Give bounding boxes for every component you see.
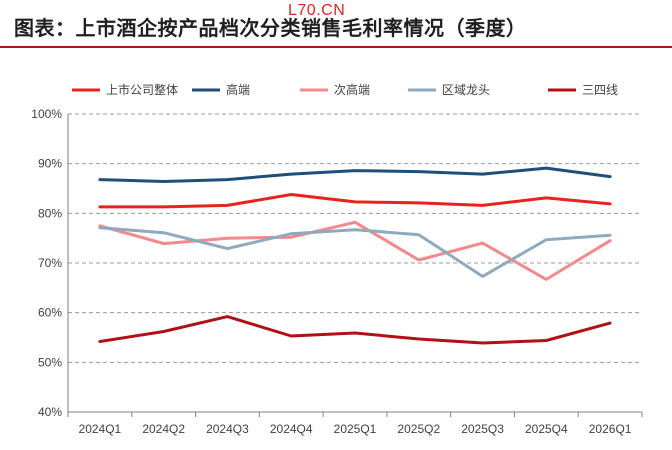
x-tick-label: 2025Q3 [461,422,504,436]
x-tick-label: 2025Q4 [525,422,568,436]
x-tick-label: 2024Q1 [79,422,122,436]
y-tick-label: 40% [38,405,62,419]
title-bar: 图表：上市酒企按产品档次分类销售毛利率情况（季度） L70.CN [0,0,672,48]
series-line [98,226,612,278]
chart-legend: 上市公司整体 高端 次高端 区域龙头 三四线 [72,82,618,97]
y-tick-label: 50% [38,355,62,369]
x-tick-label: 2024Q2 [142,422,185,436]
tick-labels: 40% 50% 60% 70% 80% 90% 100% 2024Q1 2024Q2 2024Q3… [31,107,631,436]
chart-title: 图表：上市酒企按产品档次分类销售毛利率情况（季度） [14,16,527,40]
y-tick-label: 90% [38,157,62,171]
series-line [98,166,612,183]
x-tick-label: 2024Q3 [206,422,249,436]
x-tick-label: 2025Q1 [334,422,377,436]
series-line [98,220,612,281]
y-tick-label: 80% [38,206,62,220]
x-tick-label: 2024Q4 [270,422,313,436]
axes [67,114,643,417]
series-line [98,193,612,209]
x-tick-label: 2026Q1 [589,422,632,436]
legend-label: 区域龙头 [442,83,490,97]
y-tick-label: 70% [38,256,62,270]
line-chart: 上市公司整体 高端 次高端 区域龙头 三四线 40% 50% 60% 70% 80% 90% 100… [31,82,643,436]
legend-label: 次高端 [334,82,370,97]
title-divider [0,46,672,48]
legend-label: 高端 [226,82,250,97]
series-lines [98,166,612,345]
series-line [98,315,612,345]
legend-label: 三四线 [582,83,618,97]
legend-label: 上市公司整体 [106,82,178,97]
grid-lines [68,113,642,363]
y-tick-label: 60% [38,306,62,320]
x-tick-label: 2025Q2 [397,422,440,436]
watermark: L70.CN [288,2,346,19]
y-tick-label: 100% [31,107,62,121]
